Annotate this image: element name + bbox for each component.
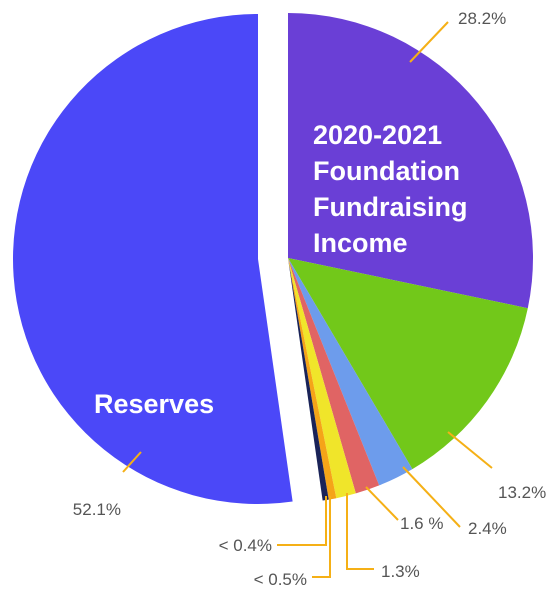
- leader-line-8: [122, 451, 142, 473]
- chart-title-line-3: Fundraising: [313, 192, 468, 222]
- leader-lines: [122, 21, 493, 578]
- pie-slice-6: [288, 258, 337, 500]
- leader-line-5: [346, 493, 374, 570]
- value-label-3: 2.4%: [468, 519, 507, 538]
- pie-slice-4: [288, 258, 380, 494]
- value-label-2: 13.2%: [498, 483, 546, 502]
- leader-line-2: [447, 431, 493, 469]
- value-label-8: 52.1%: [73, 500, 121, 519]
- pie-slice-7: [288, 258, 329, 501]
- chart-title-line-1: 2020-2021: [313, 120, 442, 150]
- value-label-6: < 0.5%: [254, 570, 307, 589]
- leader-line-6: [312, 496, 331, 578]
- pie-slice-1: [288, 13, 533, 309]
- value-labels: 28.2% 13.2% 2.4% 1.6 % 1.3% < 0.5% < 0.4% 52.1%: [73, 9, 546, 589]
- leader-line-4: [365, 486, 399, 521]
- leader-line-1: [409, 21, 449, 63]
- chart-title: 2020-2021 Foundation Fundraising Income: [313, 120, 468, 258]
- chart-title-line-4: Income: [313, 228, 408, 258]
- pie-slice-3: [288, 258, 413, 486]
- pie-slice-2: [288, 258, 528, 470]
- value-label-5: 1.3%: [381, 562, 420, 581]
- leader-line-7: [277, 496, 327, 546]
- pie-slice-reserves: [12, 14, 293, 505]
- slice-name-reserves: Reserves: [94, 389, 214, 419]
- chart-title-line-2: Foundation: [313, 156, 460, 186]
- pie-slices: [12, 13, 533, 505]
- value-label-1: 28.2%: [458, 9, 506, 28]
- leader-line-3: [402, 466, 461, 528]
- value-label-7: < 0.4%: [219, 536, 272, 555]
- value-label-4: 1.6 %: [400, 514, 443, 533]
- pie-slice-5: [288, 258, 356, 499]
